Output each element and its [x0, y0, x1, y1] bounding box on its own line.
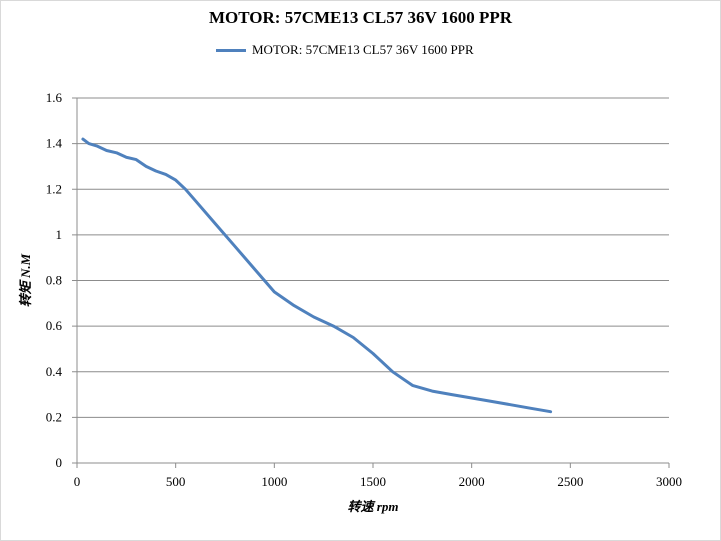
- y-tick-label: 0.8: [46, 273, 62, 288]
- legend-label: MOTOR: 57CME13 CL57 36V 1600 PPR: [252, 42, 474, 57]
- y-axis-title: 转矩 N.M: [18, 253, 33, 307]
- x-tick-label: 1500: [360, 474, 386, 489]
- x-axis-title: 转速 rpm: [348, 499, 399, 514]
- y-tick-label: 0.4: [46, 364, 63, 379]
- y-tick-label: 0.2: [46, 409, 62, 424]
- y-tick-label: 0.6: [46, 318, 63, 333]
- x-tick-label: 1000: [261, 474, 287, 489]
- legend-swatch: [216, 48, 246, 52]
- y-tick-label: 0: [56, 455, 63, 470]
- y-tick-label: 1.2: [46, 181, 62, 196]
- legend: MOTOR: 57CME13 CL57 36V 1600 PPR: [216, 40, 474, 60]
- y-tick-label: 1.6: [46, 90, 63, 105]
- series-line-0: [81, 137, 553, 414]
- x-tick-label: 3000: [656, 474, 682, 489]
- x-tick-label: 0: [74, 474, 81, 489]
- x-tick-label: 500: [166, 474, 186, 489]
- chart-title: MOTOR: 57CME13 CL57 36V 1600 PPR: [208, 8, 512, 27]
- x-tick-label: 2000: [459, 474, 485, 489]
- y-tick-label: 1: [56, 227, 63, 242]
- x-tick-label: 2500: [557, 474, 583, 489]
- y-tick-label: 1.4: [46, 136, 63, 151]
